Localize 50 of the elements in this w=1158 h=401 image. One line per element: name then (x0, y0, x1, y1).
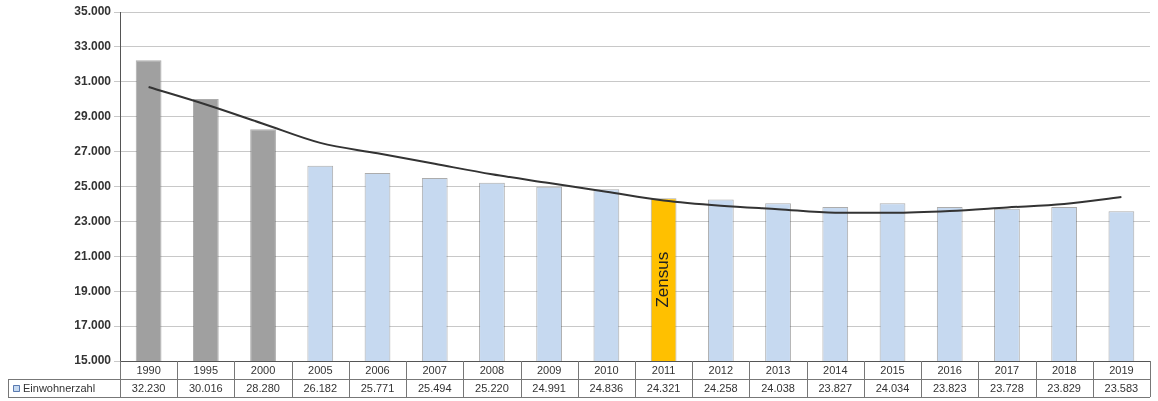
x-tick-label: 2019 (1109, 364, 1134, 377)
data-label: 24.321 (646, 382, 681, 395)
x-tick-label: 2017 (994, 364, 1020, 377)
x-tick-label: 1990 (136, 364, 161, 377)
data-label: 24.258 (704, 382, 738, 395)
data-label: 30.016 (189, 382, 223, 395)
y-tick-label: 23.000 (74, 213, 112, 228)
data-label: 24.034 (875, 382, 910, 395)
y-tick-label: 33.000 (74, 39, 112, 54)
x-tick-label: 2011 (651, 364, 676, 377)
data-label: 28.280 (246, 382, 280, 395)
y-tick-label: 25.000 (74, 178, 112, 193)
line-series (147, 86, 1123, 214)
x-tick-label: 2007 (422, 364, 447, 377)
data-label: 24.038 (761, 382, 795, 395)
x-tick-label: 2013 (765, 364, 791, 377)
x-tick-label: 2006 (365, 364, 390, 377)
x-tick-label: 2005 (308, 364, 333, 377)
data-label: 24.991 (532, 382, 566, 395)
x-tick-label: 2014 (823, 364, 848, 377)
y-tick-label: 35.000 (74, 4, 112, 19)
data-label: 25.220 (475, 382, 509, 395)
data-label: 32.230 (131, 382, 166, 395)
data-label: 23.827 (818, 382, 853, 395)
x-tick-label: 2000 (250, 364, 276, 377)
annotation: Zensus (653, 251, 673, 308)
legend-label: Einwohnerzahl (23, 382, 96, 395)
data-label: 25.771 (360, 382, 395, 395)
x-tick-label: 2018 (1051, 364, 1077, 377)
x-tick-label: 2016 (937, 364, 962, 377)
x-tick-label: 1995 (193, 364, 219, 377)
y-tick-label: 15.000 (74, 353, 112, 368)
x-tick-label: 2009 (536, 364, 562, 377)
y-tick-label: 31.000 (74, 74, 112, 89)
y-tick-label: 29.000 (74, 109, 112, 124)
x-tick-label: 2012 (708, 364, 734, 377)
x-tick-label: 2015 (880, 364, 905, 377)
data-label: 24.836 (589, 382, 624, 395)
data-label: 23.583 (1104, 382, 1139, 395)
y-tick-label: 19.000 (74, 283, 112, 298)
y-tick-label: 17.000 (74, 318, 112, 333)
data-label: 25.494 (417, 382, 452, 395)
data-label: 23.829 (1047, 382, 1081, 395)
x-tick-label: 2008 (479, 364, 505, 377)
data-label: 23.823 (932, 382, 967, 395)
y-tick-label: 27.000 (74, 143, 112, 158)
data-label: 26.182 (303, 382, 338, 395)
data-label: 23.728 (990, 382, 1024, 395)
y-tick-label: 21.000 (74, 248, 112, 263)
x-tick-label: 2010 (594, 364, 619, 377)
